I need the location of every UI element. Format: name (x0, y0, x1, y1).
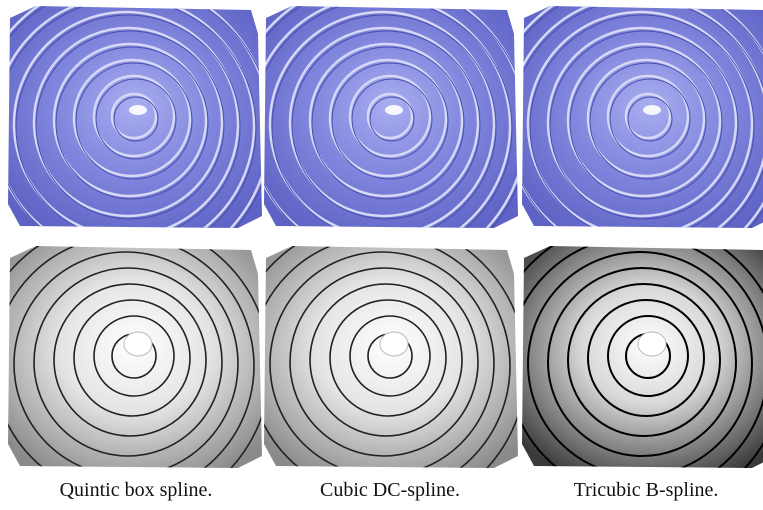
curvature-render (488, 220, 763, 510)
curvature-render (230, 220, 526, 510)
figure: Quintic box spline. Cubic DC-spline. Tri… (0, 0, 763, 510)
caption: Quintic box spline. (60, 479, 213, 501)
surface-render (230, 0, 528, 279)
caption: Cubic DC-spline. (320, 479, 460, 501)
surface-render (0, 0, 272, 279)
curvature-render (0, 220, 270, 510)
page: Quintic box spline. Cubic DC-spline. Tri… (0, 0, 763, 510)
surface-render (488, 0, 763, 279)
caption: Tricubic B-spline. (574, 479, 719, 501)
